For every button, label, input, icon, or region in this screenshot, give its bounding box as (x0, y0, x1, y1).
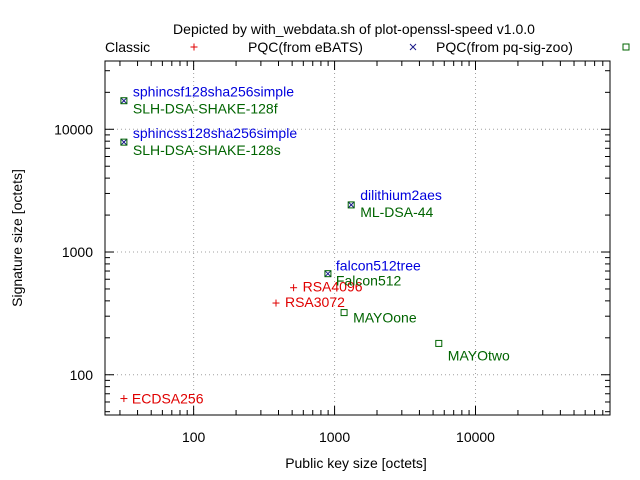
x-axis-label: Public key size [octets] (285, 455, 427, 471)
point-label: SLH-DSA-SHAKE-128s (133, 142, 281, 158)
legend-label-classic: Classic (105, 39, 150, 55)
x-tick-label: 100 (182, 429, 206, 445)
legend-plus-marker (190, 43, 198, 51)
cross-point (120, 97, 128, 105)
x-tick-label: 10000 (456, 429, 495, 445)
legend-marker-pqsigzoo (622, 43, 630, 51)
point-label: Falcon512 (336, 273, 402, 289)
point-label: ML-DSA-44 (360, 204, 433, 220)
axis-ticks: 100 1000 10000 100 1000 10000 (54, 61, 611, 445)
grid-lines (105, 61, 610, 415)
square-point (435, 339, 443, 347)
point-label: MAYOone (353, 310, 417, 326)
square-point (324, 270, 332, 278)
square-point (340, 309, 348, 317)
plus-point (272, 299, 280, 307)
plus-point (290, 284, 298, 292)
y-tick-label: 1000 (62, 244, 93, 260)
legend-cross-marker (409, 43, 417, 51)
plot-frame (104, 60, 611, 416)
y-tick-label: 100 (70, 367, 94, 383)
legend-marker-ebats (409, 43, 417, 51)
y-axis-label: Signature size [octets] (9, 169, 25, 307)
legend-label-pqsigzoo: PQC(from pq-sig-zoo) (436, 39, 573, 55)
data-points (120, 97, 443, 403)
square-point (120, 138, 128, 146)
square-point (347, 201, 355, 209)
point-label: sphincsf128sha256simple (133, 84, 294, 100)
cross-point (324, 270, 332, 278)
point-label: dilithium2aes (360, 187, 442, 203)
legend-label-ebats: PQC(from eBATS) (248, 39, 363, 55)
chart-title: Depicted by with_webdata.sh of plot-open… (173, 21, 535, 37)
cross-point (347, 201, 355, 209)
point-label: RSA4096 (303, 279, 363, 295)
point-label: SLH-DSA-SHAKE-128f (133, 101, 278, 117)
point-label: ECDSA256 (132, 391, 204, 407)
cross-point (120, 138, 128, 146)
legend: Classic PQC(from eBATS) PQC(from pq-sig-… (105, 39, 630, 55)
x-tick-label: 1000 (319, 429, 350, 445)
square-point (120, 97, 128, 105)
plus-point (120, 395, 128, 403)
legend-square-marker (622, 43, 630, 51)
point-label: RSA3072 (285, 294, 345, 310)
y-tick-label: 10000 (54, 121, 93, 137)
point-label: falcon512tree (336, 258, 421, 274)
point-label: MAYOtwo (448, 347, 510, 363)
point-label: sphincss128sha256simple (133, 125, 297, 141)
legend-marker-classic (190, 43, 198, 51)
